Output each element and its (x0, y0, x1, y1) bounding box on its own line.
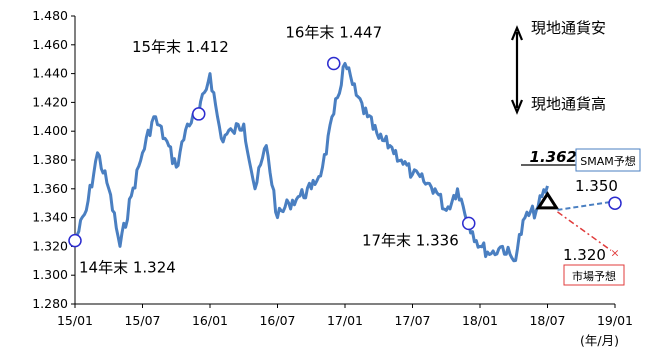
direction-arrow-up-head (510, 25, 524, 41)
data-point-marker (192, 107, 206, 121)
data-point-marker (327, 56, 341, 71)
series-layer (73, 62, 549, 263)
x-tick-label: 17/01 (327, 313, 363, 328)
smam-forecast-value: 1.350 (575, 177, 618, 195)
y-tick-label: 1.380 (32, 152, 68, 167)
x-tick-label: 19/01 (597, 313, 633, 328)
y-axis-ticks: 1.280 1.300 1.320 1.340 1.360 1.380 1.400 1.420… (32, 8, 75, 311)
y-tick-label: 1.460 (32, 37, 68, 52)
market-tag-label: 市場予想 (572, 269, 616, 283)
smam-tag-label: SMAM予想 (580, 154, 636, 168)
market-tag-box (563, 264, 625, 286)
current-value-label: 1.362 (530, 148, 577, 166)
y-tick-label: 1.400 (32, 123, 68, 138)
y-tick-label: 1.300 (32, 267, 68, 282)
x-axis-unit-label: (年/月) (580, 333, 619, 348)
y-tick-label: 1.340 (32, 210, 68, 225)
x-tick-label: 15/07 (124, 313, 160, 328)
forecast-layer: 1.362 1.350 SMAM予想 × 1.320 市場予想 (521, 148, 641, 286)
x-tick-label: 15/01 (57, 313, 93, 328)
direction-arrow-down-head (510, 99, 524, 115)
y-tick-label: 1.280 (32, 296, 68, 311)
smam-forecast-point (608, 196, 622, 210)
y-tick-label: 1.440 (32, 66, 68, 81)
y-tick-label: 1.480 (32, 8, 68, 23)
data-point-marker (68, 233, 82, 248)
market-forecast-value: 1.320 (563, 246, 606, 264)
x-tick-label: 18/01 (462, 313, 498, 328)
series-line (73, 62, 549, 263)
marker-layer: 14年末 1.324 15年末 1.412 16年末 1.447 17年末 1.336 (68, 24, 476, 277)
data-point-label: 17年末 1.336 (362, 231, 459, 249)
data-point-label: 15年末 1.412 (132, 38, 229, 56)
y-tick-label: 1.320 (32, 238, 68, 253)
data-point-marker (462, 216, 476, 231)
smam-tag-box (575, 148, 641, 172)
market-forecast-line (557, 211, 612, 252)
direction-bottom-label: 現地通貨高 (531, 95, 606, 113)
market-forecast-point: × (610, 246, 619, 259)
x-tick-label: 16/01 (192, 313, 228, 328)
x-tick-label: 18/07 (529, 313, 565, 328)
smam-forecast-line (557, 201, 610, 211)
y-tick-label: 1.360 (32, 181, 68, 196)
x-tick-label: 16/07 (259, 313, 295, 328)
direction-top-label: 現地通貨安 (531, 19, 606, 37)
y-tick-label: 1.420 (32, 94, 68, 109)
data-point-label: 16年末 1.447 (285, 24, 382, 42)
data-point-label: 14年末 1.324 (79, 259, 176, 277)
current-triangle-marker (535, 191, 560, 210)
x-tick-label: 17/07 (394, 313, 430, 328)
x-axis-ticks: 15/01 15/07 16/01 16/07 17/01 17/07 18/01 18/07… (57, 304, 633, 328)
